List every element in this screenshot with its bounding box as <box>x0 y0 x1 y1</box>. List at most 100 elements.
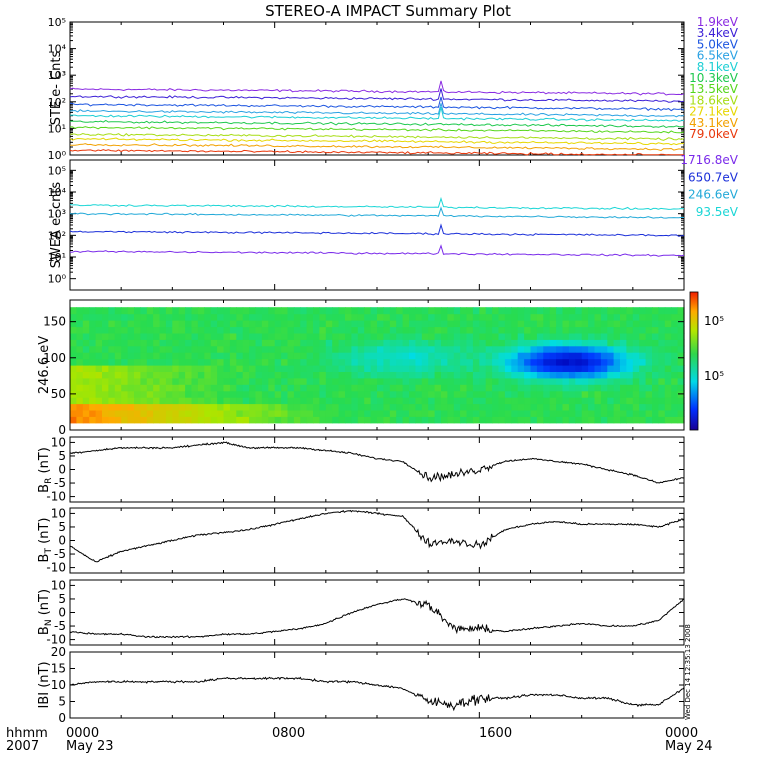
heatmap-cell <box>607 397 615 405</box>
heatmap-cell <box>396 409 404 417</box>
heatmap-cell <box>364 403 372 411</box>
heatmap-cell <box>402 352 410 360</box>
heatmap-cell <box>127 313 135 321</box>
heatmap-cell <box>351 416 359 424</box>
heatmap-cell <box>217 352 225 360</box>
heatmap-cell <box>543 371 551 379</box>
heatmap-cell <box>345 358 352 366</box>
y-tick-label: 15 <box>51 662 66 676</box>
series-line <box>69 509 685 563</box>
heatmap-cell <box>428 397 436 405</box>
heatmap-cell <box>632 345 640 353</box>
heatmap-cell <box>268 339 276 347</box>
heatmap-cell <box>536 377 544 385</box>
heatmap-cell <box>236 326 244 334</box>
heatmap-cell <box>197 320 205 328</box>
heatmap-cell <box>153 339 161 347</box>
heatmap-cell <box>383 339 391 347</box>
heatmap-cell <box>588 409 596 417</box>
heatmap-cell <box>306 390 314 398</box>
heatmap-cell <box>274 397 282 405</box>
heatmap-cell <box>82 377 90 385</box>
heatmap-cell <box>223 332 231 340</box>
heatmap-cell <box>127 371 135 379</box>
heatmap-cell <box>172 345 180 353</box>
heatmap-cell <box>428 358 436 366</box>
heatmap-cell <box>357 320 365 328</box>
heatmap-cell <box>434 307 442 315</box>
heatmap-cell <box>517 326 525 334</box>
heatmap-cell <box>447 345 455 353</box>
heatmap-cell <box>127 352 135 360</box>
heatmap-cell <box>127 365 135 372</box>
heatmap-cell <box>613 345 621 353</box>
heatmap-cell <box>185 377 193 385</box>
heatmap-cell <box>543 345 551 353</box>
heatmap-cell <box>472 384 480 392</box>
heatmap-cell <box>549 377 557 385</box>
heatmap-cell <box>607 358 615 366</box>
heatmap-cell <box>460 332 468 340</box>
heatmap-cell <box>639 332 647 340</box>
heatmap-cell <box>434 416 442 424</box>
heatmap-cell <box>351 371 359 379</box>
heatmap-cell <box>664 384 672 392</box>
heatmap-cell <box>370 339 378 347</box>
heatmap-cell <box>421 371 429 379</box>
y-tick-label: 5 <box>58 695 66 709</box>
heatmap-cell <box>364 358 372 366</box>
heatmap-cell <box>581 332 589 340</box>
heatmap-cell <box>229 390 237 398</box>
heatmap-cell <box>485 377 493 385</box>
heatmap-cell <box>453 403 461 411</box>
heatmap-cell <box>620 339 627 347</box>
heatmap-cell <box>229 371 237 379</box>
heatmap-cell <box>543 332 551 340</box>
heatmap-cell <box>671 390 679 398</box>
heatmap-cell <box>530 416 538 424</box>
heatmap-cell <box>511 313 519 321</box>
heatmap-cell <box>562 365 570 372</box>
heatmap-cell <box>127 384 135 392</box>
heatmap-cell <box>671 326 679 334</box>
heatmap-cell <box>332 307 340 315</box>
heatmap-cell <box>658 365 666 372</box>
heatmap-cell <box>613 409 621 417</box>
heatmap-cell <box>498 358 506 366</box>
y-tick-label: 0 <box>58 606 66 620</box>
heatmap-cell <box>396 345 404 353</box>
heatmap-cell <box>338 307 346 315</box>
heatmap-cell <box>568 352 576 360</box>
heatmap-cell <box>153 384 161 392</box>
heatmap-cell <box>306 384 314 392</box>
heatmap-cell <box>223 358 231 366</box>
heatmap-cell <box>102 409 109 417</box>
heatmap-cell <box>108 365 116 372</box>
heatmap-cell <box>415 403 423 411</box>
colorbar-tick-label: 10⁵ <box>704 369 724 383</box>
heatmap-cell <box>319 397 327 405</box>
heatmap-cell <box>498 390 506 398</box>
heatmap-cell <box>204 332 212 340</box>
heatmap-cell <box>428 345 436 353</box>
heatmap-cell <box>325 403 333 411</box>
heatmap-cell <box>134 403 141 411</box>
heatmap-cell <box>300 390 308 398</box>
heatmap-cell <box>396 332 404 340</box>
heatmap-cell <box>300 307 308 315</box>
x-tick-label: 0000 <box>665 726 698 741</box>
series-line <box>69 103 685 118</box>
heatmap-cell <box>645 307 653 315</box>
heatmap-cell <box>223 365 231 372</box>
y-tick-label: 10⁴ <box>48 186 67 199</box>
heatmap-cell <box>620 326 627 334</box>
heatmap-cell <box>447 403 455 411</box>
heatmap-cell <box>338 345 346 353</box>
heatmap-cell <box>517 416 525 424</box>
heatmap-cell <box>556 377 564 385</box>
heatmap-cell <box>255 339 263 347</box>
heatmap-cell <box>357 384 365 392</box>
heatmap-cell <box>261 358 269 366</box>
